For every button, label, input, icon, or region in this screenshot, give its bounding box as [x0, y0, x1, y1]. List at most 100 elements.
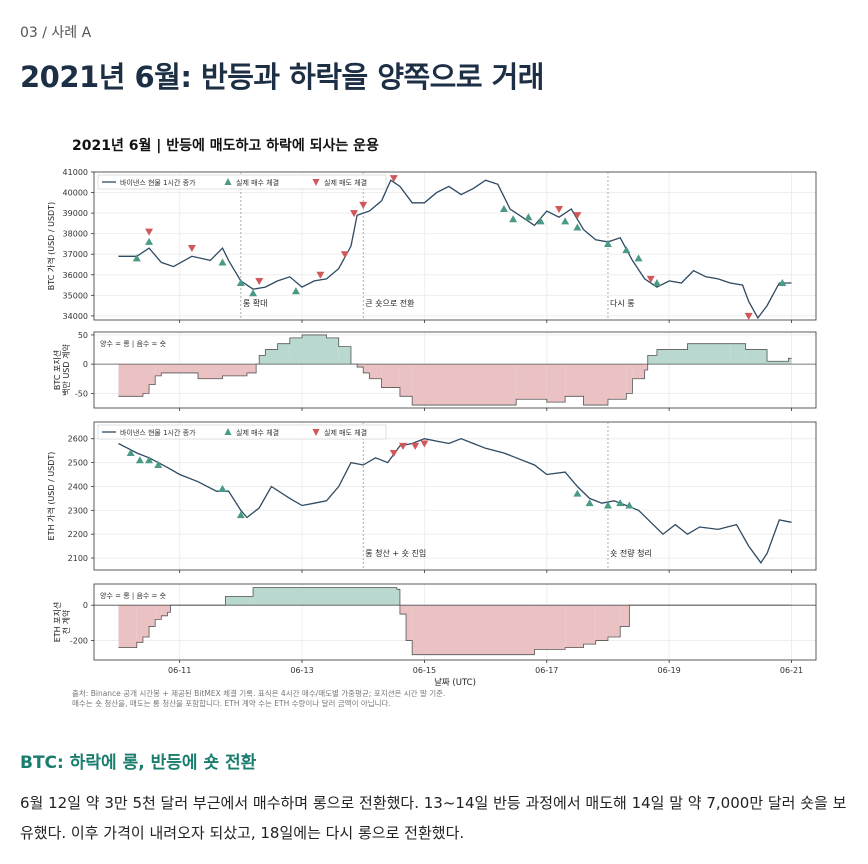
y-tick-label: 37000 — [63, 250, 88, 259]
short-area — [406, 605, 413, 641]
short-area — [142, 364, 150, 394]
short-area — [149, 364, 156, 385]
buy-marker — [218, 258, 227, 266]
buy-marker — [603, 239, 612, 247]
short-area — [607, 605, 621, 638]
short-area — [161, 605, 168, 616]
buy-marker — [573, 489, 582, 497]
short-area — [161, 364, 199, 373]
buy-marker — [524, 213, 533, 221]
buy-marker — [132, 254, 141, 262]
buy-marker — [616, 499, 625, 507]
buy-marker — [634, 254, 643, 262]
panel-frame — [93, 421, 817, 571]
buy-marker — [218, 484, 227, 492]
position-legend: 양수 = 롱 | 음수 = 숏 — [100, 340, 167, 348]
section-heading: BTC: 하락에 롱, 반등에 숏 전환 — [20, 753, 257, 773]
sell-marker — [573, 212, 582, 220]
long-area — [656, 349, 688, 365]
annotation-label: 다시 롱 — [610, 299, 635, 308]
legend-label: 실제 매수 체결 — [236, 428, 279, 437]
sell-marker — [398, 442, 407, 450]
sell-marker — [411, 442, 420, 450]
buy-marker — [652, 279, 661, 286]
short-area — [412, 364, 517, 406]
breadcrumb: 03 / 사례 A — [20, 25, 92, 41]
panel-frame — [93, 171, 817, 321]
page-title: 2021년 6월: 반등과 하락을 양쪽으로 거래 — [20, 60, 545, 94]
position-step-line — [118, 587, 792, 656]
panel-frame — [93, 583, 817, 661]
buy-marker — [249, 289, 258, 297]
long-area — [647, 355, 657, 365]
y-tick-label: 2100 — [68, 554, 88, 563]
long-area — [277, 343, 290, 365]
price-line — [118, 438, 792, 564]
long-area — [259, 355, 266, 365]
short-area — [149, 605, 156, 627]
buy-marker — [499, 205, 508, 212]
short-area — [363, 364, 370, 373]
sell-marker — [389, 175, 398, 183]
short-area — [357, 364, 364, 368]
long-area — [745, 349, 768, 365]
buy-marker — [126, 449, 135, 457]
short-area — [632, 364, 645, 379]
buy-marker — [561, 217, 570, 225]
short-area — [626, 364, 633, 394]
short-area — [399, 605, 407, 615]
buy-marker — [291, 287, 300, 295]
section-paragraph: 6월 12일 약 3만 5천 달러 부근에서 매수하며 롱으로 전환했다. 13… — [20, 794, 847, 842]
sell-marker — [359, 201, 368, 209]
legend-buy-swatch — [224, 178, 232, 185]
long-area — [767, 361, 789, 365]
buy-marker — [778, 279, 787, 286]
panel-btc_position: -50 0 50 BTC 포지션 백만 USD 계약 양수 = 롱 | 음수 = 숏 — [52, 331, 817, 411]
y-tick-label: 35000 — [63, 291, 88, 300]
long-area — [265, 349, 278, 365]
x-tick-label: 06-13 — [290, 666, 313, 675]
long-area — [338, 346, 351, 365]
buy-marker — [135, 456, 144, 464]
short-area — [118, 364, 143, 397]
source-note-2: 매수는 숏 청산을, 매도는 롱 청산을 포함합니다. ETH 계약 수는 ET… — [72, 698, 391, 708]
short-area — [595, 605, 608, 641]
sell-marker — [316, 271, 325, 279]
buy-marker — [603, 501, 612, 509]
sell-marker — [646, 275, 655, 283]
panel-eth_price: 2100 2200 2300 2400 2500 2600 ETH 가격 (USD / US… — [46, 421, 817, 573]
short-area — [155, 364, 162, 376]
buy-marker — [622, 246, 631, 254]
annotation-label: 숏 전량 청리 — [610, 548, 652, 558]
legend-label: 바이낸스 현물 1시간 종가 — [120, 178, 196, 187]
position-legend: 양수 = 롱 | 음수 = 숏 — [100, 592, 167, 600]
y-tick-label: 2400 — [68, 482, 88, 491]
legend-label: 실제 매수 체결 — [236, 178, 279, 187]
price-line — [118, 179, 792, 320]
buy-marker — [573, 223, 582, 231]
y-axis-label: ETH 포지션 — [52, 602, 62, 643]
short-area — [565, 364, 584, 397]
buy-marker — [625, 501, 634, 509]
panel-frame — [93, 331, 817, 409]
long-area — [687, 343, 731, 365]
short-area — [381, 364, 400, 388]
legend-box — [97, 174, 387, 190]
short-area — [534, 605, 566, 650]
y-axis-label: 천 계약 — [61, 609, 71, 634]
sell-marker — [340, 251, 349, 259]
x-tick-label: 06-21 — [780, 666, 803, 675]
long-area — [730, 343, 746, 365]
y-tick-label: 2500 — [68, 459, 88, 468]
legend: 바이낸스 현물 1시간 종가 실제 매수 체결 실제 매도 체결 — [97, 424, 387, 440]
y-tick-label: 0 — [83, 601, 88, 610]
y-tick-label: 39000 — [63, 209, 88, 218]
x-tick-label: 06-15 — [413, 666, 436, 675]
y-tick-label: 2600 — [68, 435, 88, 444]
legend-box — [97, 424, 387, 440]
x-axis-label: 날짜 (UTC) — [434, 677, 476, 688]
figure: 2021년 6월 | 반등에 매도하고 하락에 되사는 운용 34000 3500… — [46, 137, 817, 708]
long-area — [253, 587, 397, 606]
short-area — [136, 605, 143, 643]
long-area — [225, 596, 254, 606]
